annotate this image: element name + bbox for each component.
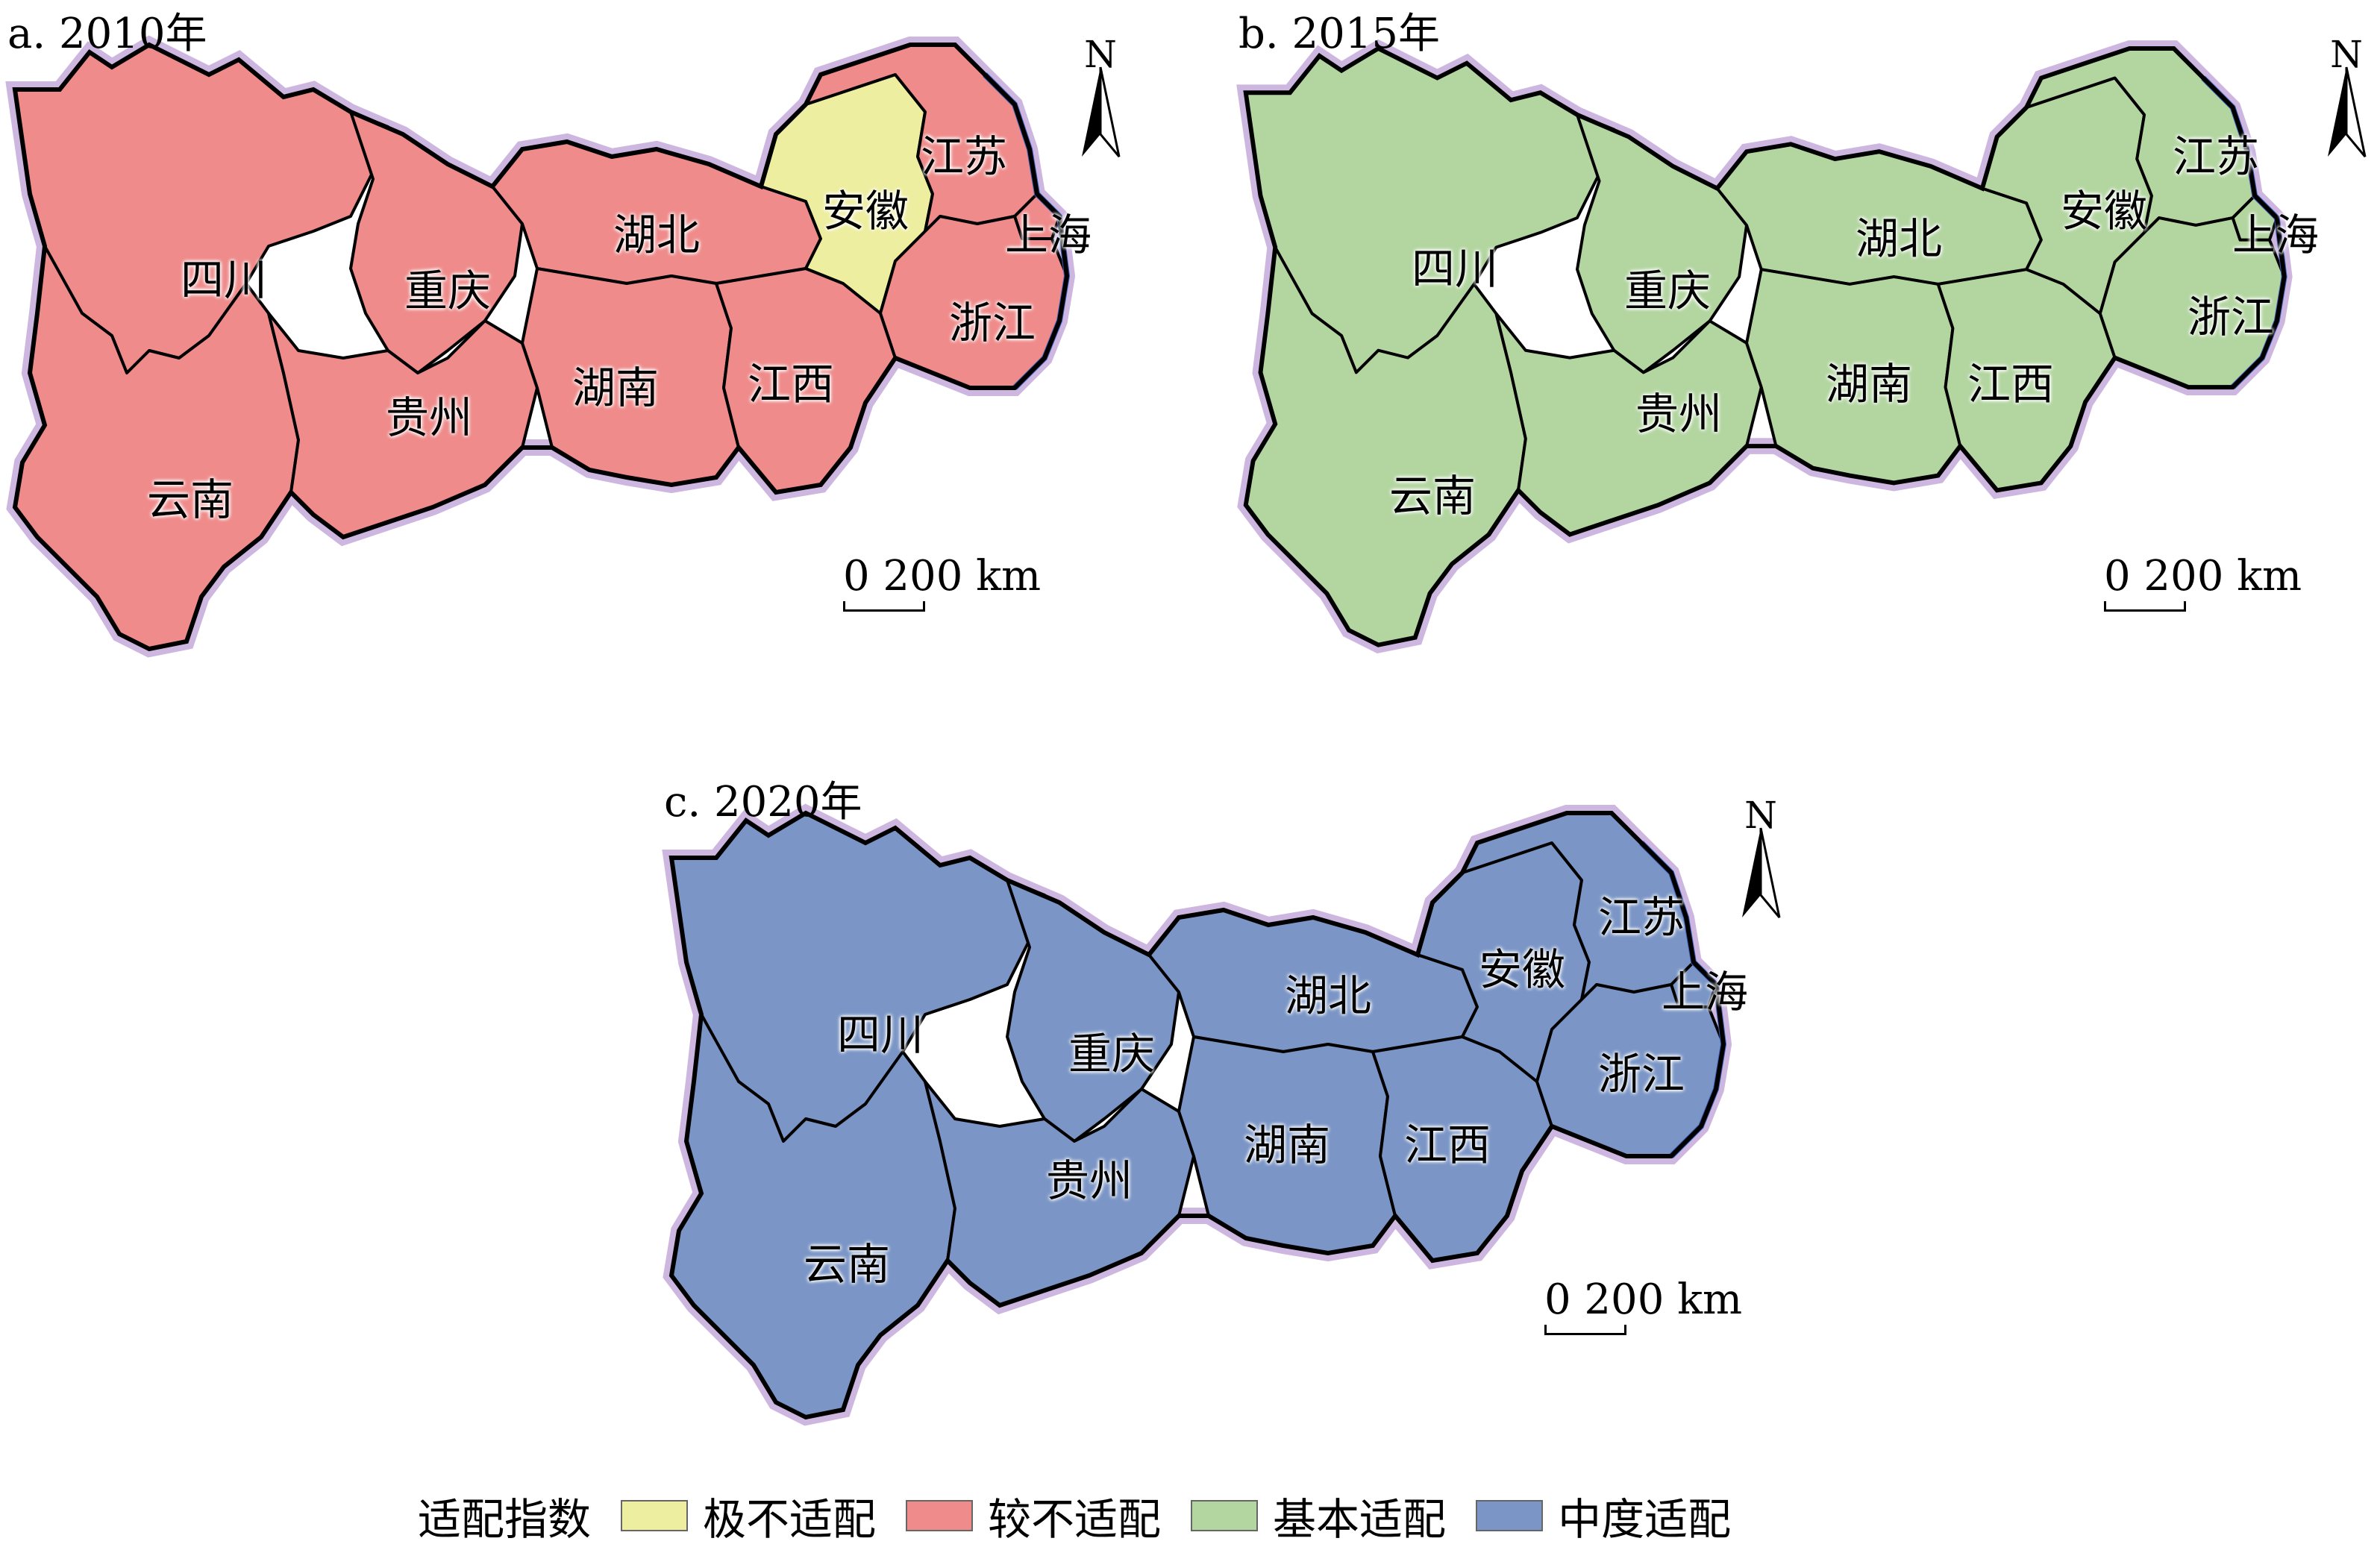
label-shanghai: 上海 <box>1004 210 1092 260</box>
scale-bar: 0 200 km <box>843 552 1042 612</box>
label-chongqing: 重庆 <box>1623 266 1712 316</box>
label-chongqing: 重庆 <box>404 266 492 316</box>
label-zhejiang: 浙江 <box>2187 292 2275 342</box>
label-yunnan: 云南 <box>803 1239 891 1290</box>
legend-title: 适配指数 <box>418 1494 592 1545</box>
label-sichuan: 四川 <box>1411 243 1499 294</box>
label-jiangsu: 江苏 <box>1597 892 1685 943</box>
map-panel-2010: a. 2010年 四川 重庆 云南 贵州 湖北 湖南 江西 安徽 江苏 上海 浙… <box>0 0 1164 671</box>
scale-text: 0 200 km <box>2104 552 2302 600</box>
label-chongqing: 重庆 <box>1068 1029 1156 1079</box>
label-yunnan: 云南 <box>1388 471 1476 521</box>
scale-line <box>1544 1325 1626 1335</box>
label-hubei: 湖北 <box>1855 213 1943 264</box>
scale-bar: 0 200 km <box>1544 1275 1743 1335</box>
label-sichuan: 四川 <box>180 254 268 305</box>
label-guizhou: 贵州 <box>1045 1155 1133 1206</box>
label-hubei: 湖北 <box>613 210 701 260</box>
label-zhejiang: 浙江 <box>948 298 1036 348</box>
label-hubei: 湖北 <box>1284 970 1372 1021</box>
scale-text: 0 200 km <box>1544 1275 1743 1324</box>
map-panel-2020: c. 2020年 四川 重庆 云南 贵州 湖北 湖南 江西 安徽 江苏 上海 浙… <box>657 768 1820 1455</box>
map-2020 <box>662 803 1732 1426</box>
label-anhui: 安徽 <box>1478 944 1566 995</box>
legend-label: 中度适配 <box>1558 1494 1732 1545</box>
label-hunan: 湖南 <box>571 363 660 413</box>
label-shanghai: 上海 <box>2232 210 2320 260</box>
label-anhui: 安徽 <box>2060 186 2148 236</box>
legend-swatch-basic-suitable <box>1191 1500 1259 1531</box>
north-arrow: N <box>2320 33 2373 172</box>
legend-item: 基本适配 <box>1191 1484 1446 1547</box>
legend-label: 极不适配 <box>703 1494 877 1545</box>
label-zhejiang: 浙江 <box>1597 1049 1685 1099</box>
scale-text: 0 200 km <box>843 552 1042 600</box>
legend: 适配指数 极不适配 较不适配 基本适配 中度适配 <box>418 1486 1761 1546</box>
scale-line <box>2104 601 2186 612</box>
label-guizhou: 贵州 <box>1635 389 1723 439</box>
label-jiangsu: 江苏 <box>2172 131 2260 182</box>
legend-label: 较不适配 <box>988 1494 1162 1545</box>
label-jiangxi: 江西 <box>747 359 835 410</box>
label-jiangsu: 江苏 <box>920 131 1008 182</box>
north-arrow: N <box>1074 33 1127 172</box>
map-panel-2015: b. 2015年 四川 重庆 云南 贵州 湖北 湖南 江西 安徽 江苏 上海 浙… <box>1231 0 2380 671</box>
legend-swatch-less-unsuitable <box>906 1500 974 1531</box>
panel-title: c. 2020年 <box>664 778 862 826</box>
legend-item: 中度适配 <box>1476 1484 1731 1547</box>
region-outline <box>1243 46 2287 647</box>
label-jiangxi: 江西 <box>1967 359 2055 410</box>
label-guizhou: 贵州 <box>385 392 473 443</box>
label-sichuan: 四川 <box>836 1009 924 1060</box>
panel-title: b. 2015年 <box>1238 10 1440 58</box>
label-anhui: 安徽 <box>821 186 909 236</box>
label-hunan: 湖南 <box>1825 359 1913 410</box>
region-outline <box>668 810 1726 1420</box>
legend-item: 较不适配 <box>906 1484 1161 1547</box>
north-arrow: N <box>1735 794 1787 932</box>
scale-line <box>843 601 925 612</box>
label-hunan: 湖南 <box>1243 1120 1331 1170</box>
legend-item: 极不适配 <box>621 1484 876 1547</box>
legend-label: 基本适配 <box>1273 1494 1447 1545</box>
legend-swatch-moderate-suitable <box>1476 1500 1544 1531</box>
map-2010 <box>5 35 1076 658</box>
map-2015 <box>1236 39 2293 653</box>
legend-swatch-very-unsuitable <box>621 1500 689 1531</box>
label-jiangxi: 江西 <box>1403 1120 1491 1170</box>
label-yunnan: 云南 <box>146 474 234 525</box>
panel-title: a. 2010年 <box>7 10 207 58</box>
label-shanghai: 上海 <box>1661 967 1749 1017</box>
region-outline <box>12 42 1070 652</box>
scale-bar: 0 200 km <box>2104 552 2302 612</box>
